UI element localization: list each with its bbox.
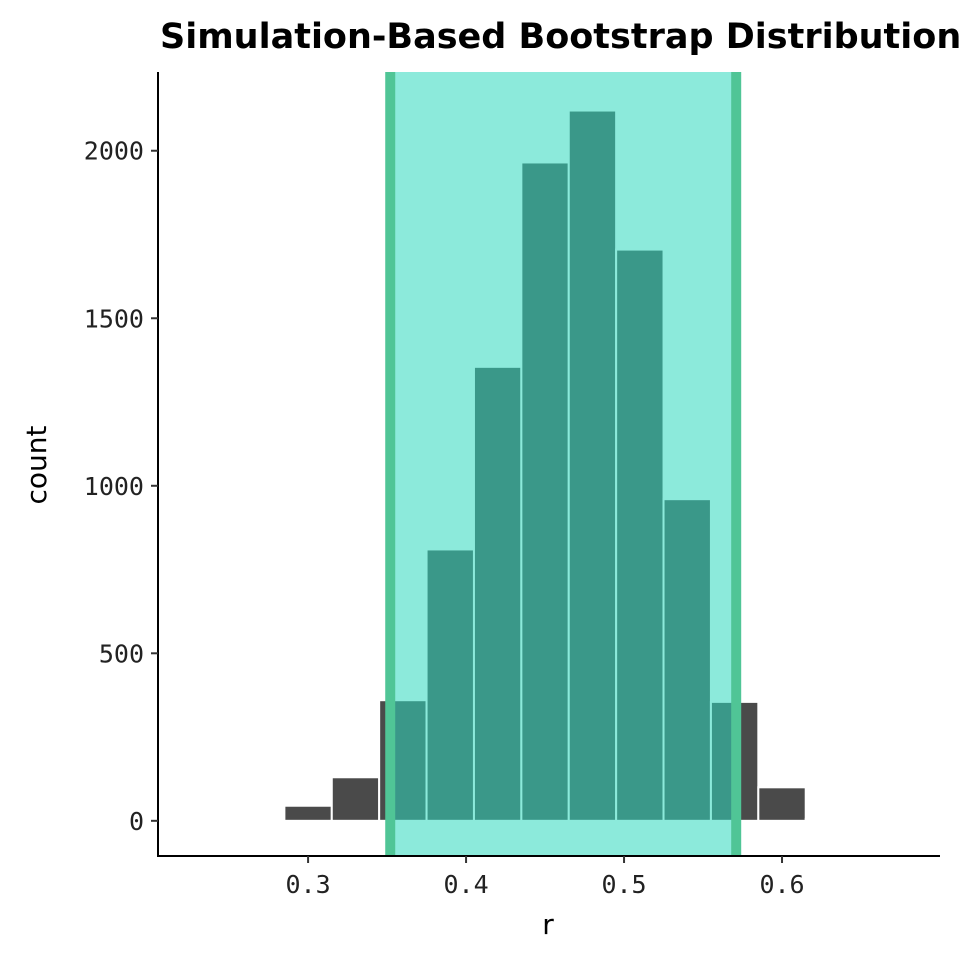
y-tick-label: 500 <box>99 639 144 668</box>
x-tick-label: 0.6 <box>759 870 804 899</box>
x-tick-label: 0.4 <box>443 870 488 899</box>
y-axis-title: count <box>20 425 53 504</box>
axes: 0 500 1000 1500 2000 0.3 0.4 0.5 0.6 <box>84 72 940 899</box>
x-tick-label: 0.3 <box>286 870 331 899</box>
y-tick-label: 1500 <box>84 304 144 333</box>
histogram-bar-2 <box>330 776 381 822</box>
histogram-bar-1 <box>283 804 333 822</box>
x-axis-title: r <box>542 908 554 941</box>
x-tick-label: 0.5 <box>601 870 646 899</box>
histogram-bar-12 <box>804 818 855 822</box>
y-tick-label: 0 <box>129 807 144 836</box>
histogram-bar-11 <box>757 786 807 822</box>
confidence-interval-shade <box>390 72 737 856</box>
y-tick-label: 1000 <box>84 472 144 501</box>
confidence-interval-region <box>385 72 742 856</box>
chart-title: Simulation-Based Bootstrap Distribution <box>160 17 960 57</box>
y-tick-label: 2000 <box>84 137 144 166</box>
